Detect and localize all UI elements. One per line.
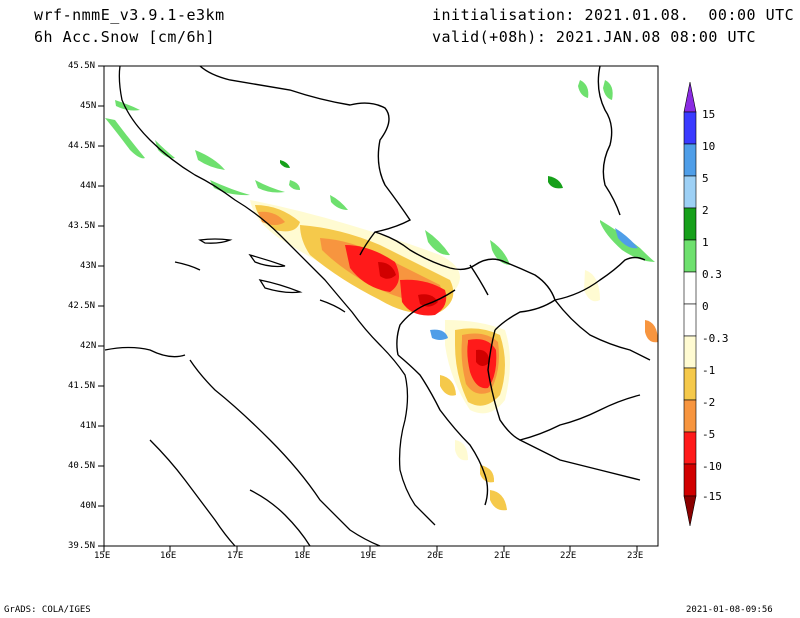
- lon-label: 19E: [360, 551, 377, 561]
- lat-label: 41.5N: [68, 381, 96, 391]
- valid-time: valid(+08h): 2021.JAN.08 08:00 UTC: [432, 28, 757, 46]
- lat-label: 45N: [80, 101, 97, 111]
- legend-label: 2: [702, 204, 709, 217]
- lon-label: 17E: [227, 551, 244, 561]
- lat-label: 39.5N: [68, 541, 96, 551]
- lat-label: 40N: [80, 501, 97, 511]
- legend-label: 0: [702, 300, 709, 313]
- lat-label: 40.5N: [68, 461, 96, 471]
- colorbar: [683, 81, 697, 527]
- footer-timestamp: 2021-01-08-09:56: [686, 605, 773, 615]
- legend-label: -5: [702, 428, 716, 441]
- lat-label: 45.5N: [68, 61, 96, 71]
- legend-label: 15: [702, 108, 716, 121]
- lon-label: 22E: [560, 551, 577, 561]
- legend-label: -0.3: [702, 332, 729, 345]
- legend-label: 1: [702, 236, 709, 249]
- lat-label: 44.5N: [68, 141, 96, 151]
- legend-label: 0.3: [702, 268, 722, 281]
- footer-source: GrADS: COLA/IGES: [4, 605, 91, 615]
- lon-label: 16E: [160, 551, 177, 561]
- legend-label: 5: [702, 172, 709, 185]
- legend-label: -1: [702, 364, 716, 377]
- coastlines: [104, 65, 436, 547]
- legend-label: -2: [702, 396, 716, 409]
- snow-field: [105, 80, 658, 511]
- legend-label: -15: [702, 490, 722, 503]
- lat-label: 43.5N: [68, 221, 96, 231]
- model-title: wrf-nmmE_v3.9.1-e3km: [34, 6, 225, 24]
- legend-label: -10: [702, 460, 722, 473]
- field-title: 6h Acc.Snow [cm/6h]: [34, 28, 216, 46]
- init-time: initialisation: 2021.01.08. 00:00 UTC: [432, 6, 795, 24]
- lon-label: 23E: [627, 551, 644, 561]
- lat-label: 44N: [80, 181, 97, 191]
- lon-label: 15E: [94, 551, 111, 561]
- legend-label: 10: [702, 140, 716, 153]
- lon-label: 18E: [294, 551, 311, 561]
- lat-label: 41N: [80, 421, 97, 431]
- country-borders: [199, 65, 651, 506]
- axis-ticks: [98, 65, 638, 552]
- lat-label: 42N: [80, 341, 97, 351]
- lon-label: 20E: [427, 551, 444, 561]
- lat-label: 43N: [80, 261, 97, 271]
- lon-label: 21E: [494, 551, 511, 561]
- lat-label: 42.5N: [68, 301, 96, 311]
